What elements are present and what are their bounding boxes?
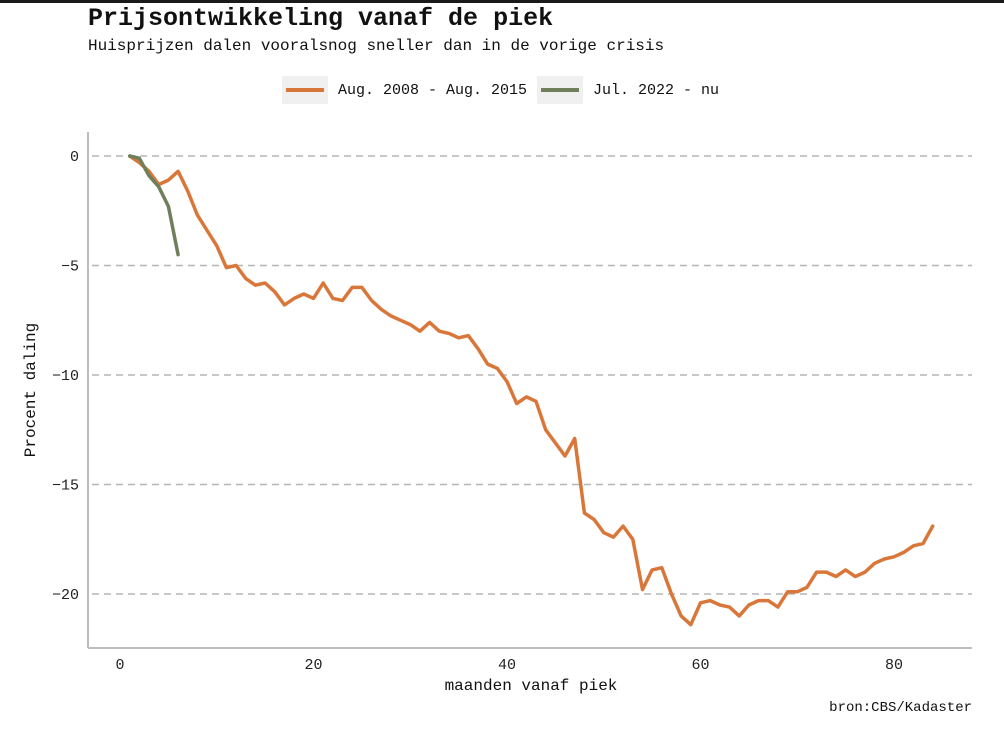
x-tick-label: 60 [691,657,709,674]
y-tick-label: −15 [52,478,79,495]
chart-title: Prijsontwikkeling vanaf de piek [88,4,554,33]
x-tick-label: 0 [115,657,124,674]
series-line-2022-now [127,154,180,257]
series-line-2008-2015 [127,154,935,627]
x-tick-label: 20 [304,657,322,674]
y-tick-label: 0 [70,149,79,166]
y-tick-label: −20 [52,587,79,604]
chart-subtitle: Huisprijzen dalen vooralsnog sneller dan… [88,37,665,55]
legend-key-2022 [537,76,584,104]
y-axis-title: Procent daling [22,323,40,457]
x-tick-label: 80 [885,657,903,674]
legend: Aug. 2008 - Aug. 2015 Jul. 2022 - nu [282,76,729,104]
x-axis-title: maanden vanaf piek [445,677,618,695]
top-border [0,0,1004,3]
legend-label-2008: Aug. 2008 - Aug. 2015 [338,81,528,99]
legend-key-2008 [282,76,328,104]
y-tick-label: −10 [52,368,79,385]
axes: 0 −5 −10 −15 −20 0 20 40 60 80 [52,132,972,674]
legend-item-2022: Jul. 2022 - nu [537,76,719,104]
y-tick-label: −5 [61,259,79,276]
gridlines [92,155,972,595]
series-lines [127,154,935,627]
legend-label-2022: Jul. 2022 - nu [593,81,720,99]
source-note: bron:CBS/Kadaster [829,700,972,716]
legend-item-2008: Aug. 2008 - Aug. 2015 [282,76,527,104]
x-tick-label: 40 [498,657,516,674]
